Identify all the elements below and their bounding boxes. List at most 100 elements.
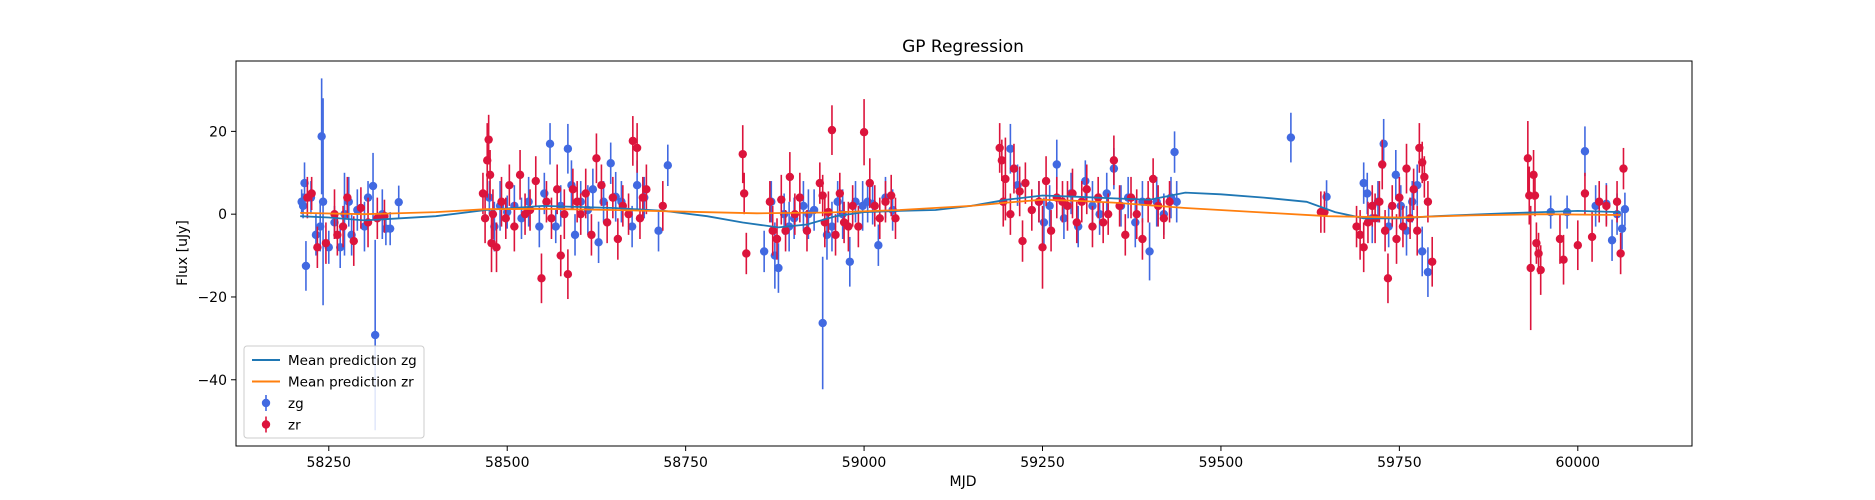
point-zr (848, 201, 857, 211)
point-zr (628, 136, 638, 146)
point-zr (1420, 172, 1429, 182)
point-zr (505, 180, 514, 190)
series-zr (303, 99, 1628, 331)
point-zg (1039, 218, 1049, 227)
point-zr (1526, 263, 1535, 273)
point-zr (1529, 170, 1538, 180)
x-tick-label: 59250 (1020, 455, 1065, 471)
point-zr (1006, 209, 1015, 219)
point-zr (501, 214, 510, 223)
legend: Mean prediction zg Mean prediction zr zg zr (243, 345, 425, 439)
point-zr (632, 143, 642, 153)
point-zr (1015, 187, 1024, 196)
point-zr (1132, 209, 1141, 219)
point-zr (1121, 230, 1130, 240)
point-zr (1148, 174, 1158, 184)
point-zr (772, 234, 782, 244)
point-zr (1021, 178, 1030, 188)
point-zr (560, 209, 569, 219)
plot-area: 58250 58500 58750 59000 59250 59500 59750 60000… (197, 60, 1693, 471)
point-zr (870, 201, 879, 211)
point-zr (1046, 226, 1056, 235)
point-zr (891, 214, 900, 223)
point-zr (1038, 243, 1047, 252)
point-zg (632, 180, 642, 190)
point-zr (485, 170, 495, 180)
point-zg (368, 181, 378, 191)
point-zr (785, 172, 795, 182)
y-tick-label: 0 (218, 207, 227, 223)
point-zr (859, 128, 869, 137)
point-zr (1088, 222, 1097, 231)
point-zr (887, 191, 896, 200)
point-zr (1352, 222, 1361, 231)
point-zg (654, 226, 663, 235)
point-zg (845, 257, 855, 266)
point-zr (1355, 230, 1365, 240)
point-zr (1027, 205, 1037, 215)
point-zr (1378, 160, 1387, 169)
point-zr (592, 154, 601, 163)
point-zr (531, 176, 540, 186)
y-tick-label: −40 (197, 373, 227, 389)
point-zr (624, 209, 633, 219)
y-axis-label: Flux [uJy] (175, 220, 191, 286)
data-layer (297, 78, 1630, 431)
point-zr (1320, 207, 1329, 217)
point-zr (349, 236, 358, 246)
point-zr (1098, 218, 1108, 227)
point-zr (1009, 164, 1019, 173)
point-zr (597, 180, 606, 190)
point-zr (777, 195, 786, 204)
point-zg (385, 224, 395, 233)
point-zg (1363, 189, 1372, 198)
point-zg (1102, 189, 1111, 198)
point-zr (835, 189, 845, 198)
point-zr (865, 178, 874, 188)
point-zr (1375, 197, 1384, 206)
point-zr (1138, 234, 1147, 244)
point-zr (1034, 197, 1044, 206)
legend-label-zg: zg (288, 396, 304, 412)
point-zr (572, 197, 582, 206)
point-zr (831, 230, 840, 240)
point-zg (1172, 197, 1181, 206)
point-zg (874, 241, 883, 250)
point-zr (795, 193, 805, 202)
point-zg (606, 159, 615, 168)
legend-label-mean-prediction-zr: Mean prediction zr (288, 375, 414, 391)
point-zg (594, 238, 603, 247)
point-zr (1612, 197, 1622, 206)
point-zr (356, 203, 366, 213)
point-zr (497, 197, 506, 206)
point-zg (298, 201, 308, 211)
point-zr (568, 185, 578, 194)
point-zr (313, 243, 322, 252)
point-zr (844, 222, 853, 231)
point-zr (547, 214, 556, 223)
point-zg (1379, 139, 1388, 148)
point-zr (576, 209, 585, 219)
point-zr (608, 193, 618, 202)
x-tick-label: 59750 (1377, 455, 1422, 471)
point-zr (1082, 185, 1091, 194)
point-zr (997, 156, 1007, 165)
point-zg (551, 222, 560, 231)
point-zr (1068, 189, 1077, 198)
point-zr (537, 274, 546, 283)
point-zr (1041, 176, 1051, 186)
point-zg (1620, 205, 1630, 214)
point-zr (1395, 193, 1404, 202)
point-zg (318, 197, 328, 206)
legend-swatch-zr (261, 420, 271, 429)
point-zr (552, 185, 562, 194)
point-zr (875, 214, 884, 223)
point-zr (510, 222, 519, 231)
point-zr (1602, 201, 1611, 211)
point-zg (545, 139, 555, 148)
point-zr (1619, 164, 1628, 173)
point-zr (854, 222, 863, 231)
point-zr (1428, 257, 1437, 266)
point-zr (484, 135, 493, 144)
point-zg (627, 222, 637, 231)
